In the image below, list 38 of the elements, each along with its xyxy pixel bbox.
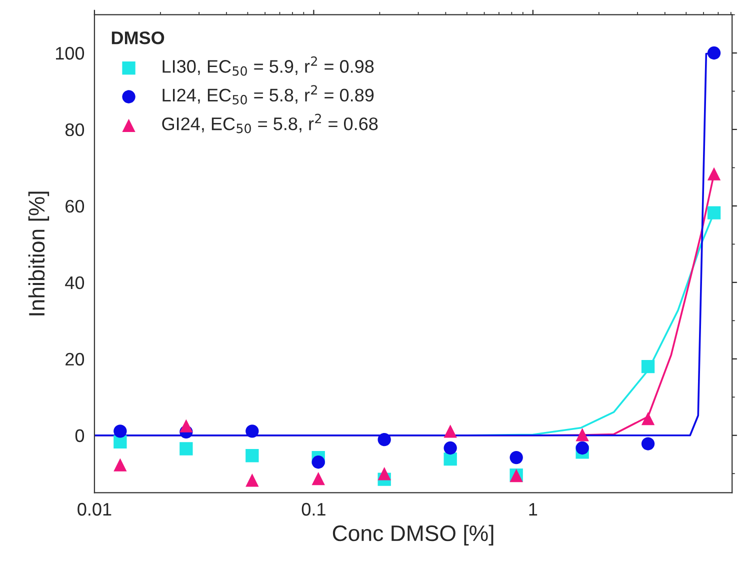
point [246,474,259,487]
point [378,467,391,480]
y-tick-label: 20 [66,352,84,366]
point [707,206,721,220]
x-tick-label: 1 [529,503,538,516]
y-tick-label: 60 [66,200,84,213]
point [707,167,721,180]
point [378,432,391,446]
point [246,424,259,438]
legend-label: LI30, EC$_{50}$ = 5.9, r$^{2}$ = 0.98 [162,56,374,76]
legend-title: DMSO [112,31,164,44]
point [246,449,259,462]
y-tick-label: 40 [65,276,84,290]
point [312,472,325,486]
y-tick-label: 0 [75,429,84,442]
point [114,458,127,472]
legend-label: GI24, EC$_{50}$ = 5.8, r$^{2}$ = 0.68 [162,114,378,134]
point [510,450,523,464]
y-axis-title: Inhibition [%] [28,192,50,316]
legend-label: LI24, EC$_{50}$ = 5.8, r$^{2}$ = 0.89 [162,85,374,104]
point [180,442,193,456]
point [312,456,325,469]
x-tick-label: 0.01 [78,502,112,516]
point [444,424,457,438]
x-axis-title: Conc DMSO [%] [332,524,494,546]
x-tick-label: 0.1 [302,502,326,516]
point [641,437,655,450]
point [444,452,457,466]
point [576,428,589,442]
point [641,412,655,426]
point [707,46,721,60]
point [180,419,193,432]
point [576,441,589,455]
point [444,441,457,455]
y-tick-label: 80 [65,123,84,136]
point [641,360,655,374]
point [114,424,127,438]
y-tick-label: 100 [56,46,84,60]
